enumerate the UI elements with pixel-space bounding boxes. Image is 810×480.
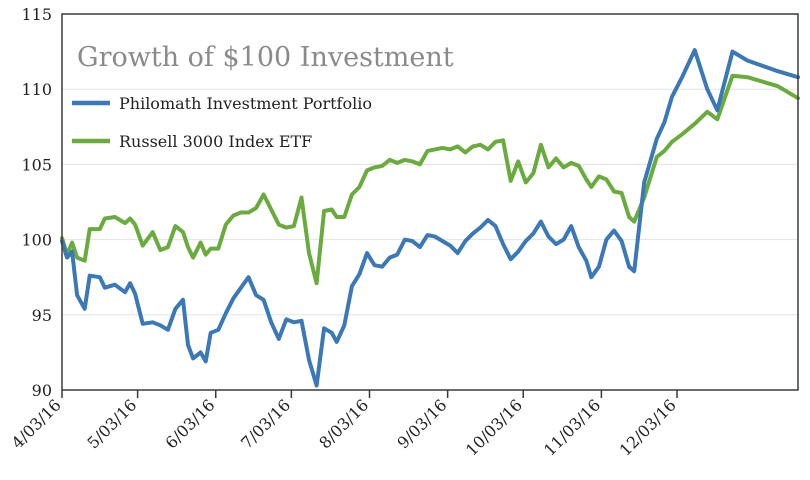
chart-title: Growth of $100 Investment	[77, 42, 454, 73]
y-tick-label: 100	[21, 231, 52, 250]
series-line-russell	[60, 73, 800, 286]
y-tick-label: 115	[21, 5, 52, 24]
legend-label-philomath: Philomath Investment Portfolio	[119, 94, 372, 113]
legend: Philomath Investment Portfolio Russell 3…	[72, 94, 372, 151]
y-tick-label: 105	[21, 155, 52, 174]
plot-area-border	[61, 13, 799, 391]
series-line-philomath	[60, 48, 800, 388]
y-tick-label: 95	[32, 306, 52, 325]
y-tick-label: 110	[21, 80, 52, 99]
y-axis-tick-labels: 90 95 100 105 110 115	[21, 5, 52, 400]
legend-label-russell: Russell 3000 Index ETF	[119, 132, 312, 151]
series-lines	[60, 48, 800, 388]
y-tick-label: 90	[32, 381, 52, 400]
